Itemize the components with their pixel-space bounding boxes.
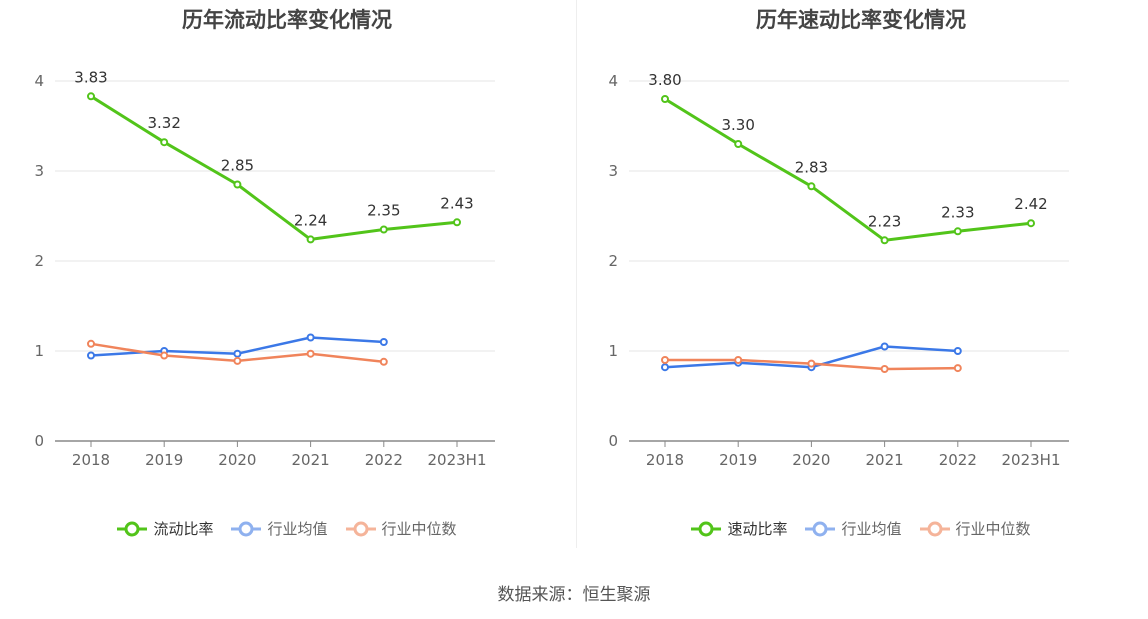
data-point <box>306 349 315 358</box>
y-tick-label: 2 <box>608 252 618 270</box>
x-tick-label: 2019 <box>145 451 183 469</box>
current-ratio-chart-panel: 历年流动比率变化情况 0 1 2 3 4 2018 2019 2020 2021 2022 2023… <box>0 0 574 560</box>
data-label: 2.42 <box>1014 195 1047 213</box>
data-point <box>306 235 315 244</box>
data-point <box>661 356 669 364</box>
x-tick-label: 2021 <box>292 451 330 469</box>
y-tick-label: 1 <box>608 342 618 360</box>
legend-label: 速动比率 <box>727 520 788 538</box>
data-point <box>880 342 889 351</box>
data-point <box>233 180 242 189</box>
legend-marker-icon <box>117 521 148 536</box>
data-point <box>87 339 95 348</box>
x-tick-label: 2020 <box>218 451 256 469</box>
data-label: 3.32 <box>147 114 180 132</box>
y-tick-label: 2 <box>34 252 44 270</box>
x-tick-label: 2020 <box>792 451 830 469</box>
x-tick-label: 2023H1 <box>428 451 487 469</box>
data-label: 3.80 <box>648 71 681 89</box>
quick-ratio-chart-title: 历年速动比率变化情况 <box>756 8 966 32</box>
current-ratio-plot: 0 1 2 3 4 2018 2019 2020 2021 2022 2023H1 3.83 3.32 2… <box>34 68 495 469</box>
data-point <box>953 347 962 355</box>
data-point <box>453 218 461 227</box>
legend-item-quick-ratio[interactable]: 速动比率 <box>691 518 787 539</box>
data-point <box>1027 219 1035 228</box>
data-point <box>379 338 388 346</box>
data-label: 2.83 <box>795 158 828 176</box>
y-tick-label: 1 <box>34 342 44 360</box>
data-point <box>87 92 95 101</box>
data-source-footer: 数据来源：恒生聚源 <box>497 585 651 605</box>
data-point <box>233 349 242 358</box>
data-point <box>379 225 388 234</box>
data-point <box>734 356 743 364</box>
y-tick-label: 0 <box>34 432 44 450</box>
data-label: 3.30 <box>721 116 754 134</box>
x-tick-label: 2021 <box>866 451 904 469</box>
legend-marker-icon <box>805 521 836 536</box>
legend-label: 行业中位数 <box>955 520 1031 538</box>
data-point <box>306 333 315 342</box>
legend-label: 行业均值 <box>267 520 328 538</box>
data-point <box>379 357 388 366</box>
data-label: 2.24 <box>294 211 327 229</box>
quick-ratio-chart-panel: 历年速动比率变化情况 0 1 2 3 4 2018 2019 2020 2021 2022 2023… <box>574 0 1148 560</box>
data-label: 2.85 <box>221 157 254 175</box>
data-point <box>880 365 889 373</box>
x-tick-label: 2023H1 <box>1002 451 1061 469</box>
series-line <box>90 95 458 241</box>
legend-marker-icon <box>691 521 722 536</box>
y-tick-label: 0 <box>608 432 618 450</box>
data-point <box>661 363 669 372</box>
data-point <box>661 95 669 103</box>
legend-label: 行业中位数 <box>381 520 457 538</box>
series-line <box>664 97 1032 242</box>
x-tick-label: 2022 <box>365 451 403 469</box>
y-tick-label: 4 <box>34 72 44 90</box>
x-tick-label: 2018 <box>646 451 684 469</box>
current-ratio-chart-title: 历年流动比率变化情况 <box>182 8 392 32</box>
data-point <box>953 364 962 373</box>
y-tick-label: 4 <box>608 72 618 90</box>
data-point <box>87 351 95 360</box>
legend-item-industry-median[interactable]: 行业中位数 <box>919 518 1031 539</box>
quick-ratio-legend: 速动比率 行业均值 行业中位数 <box>574 518 1148 539</box>
data-point <box>160 138 169 147</box>
legend-label: 流动比率 <box>153 520 214 538</box>
y-tick-label: 3 <box>608 162 618 180</box>
legend-item-industry-avg[interactable]: 行业均值 <box>231 518 328 539</box>
data-label: 3.83 <box>74 68 107 86</box>
panel-divider <box>576 0 577 548</box>
data-point <box>807 182 816 191</box>
legend-item-current-ratio[interactable]: 流动比率 <box>117 518 213 539</box>
quick-ratio-plot: 0 1 2 3 4 2018 2019 2020 2021 2022 2023H1 3.80 3.30 2… <box>608 71 1069 469</box>
data-point <box>160 351 169 360</box>
legend-label: 行业均值 <box>841 520 902 538</box>
current-ratio-legend: 流动比率 行业均值 行业中位数 <box>0 518 574 539</box>
data-point <box>233 356 242 365</box>
data-point <box>734 140 743 148</box>
data-label: 2.35 <box>367 202 400 220</box>
x-tick-label: 2018 <box>72 451 110 469</box>
legend-marker-icon <box>345 521 376 536</box>
data-label: 2.23 <box>868 212 901 230</box>
data-point <box>953 227 962 236</box>
data-point <box>807 359 816 368</box>
x-tick-label: 2022 <box>939 451 977 469</box>
x-tick-label: 2019 <box>719 451 757 469</box>
legend-marker-icon <box>231 521 262 536</box>
data-label: 2.33 <box>941 203 974 221</box>
data-label: 2.43 <box>440 194 473 212</box>
legend-marker-icon <box>919 521 950 536</box>
data-point <box>880 236 889 245</box>
legend-item-industry-median[interactable]: 行业中位数 <box>345 518 457 539</box>
y-tick-label: 3 <box>34 162 44 180</box>
legend-item-industry-avg[interactable]: 行业均值 <box>805 518 902 539</box>
